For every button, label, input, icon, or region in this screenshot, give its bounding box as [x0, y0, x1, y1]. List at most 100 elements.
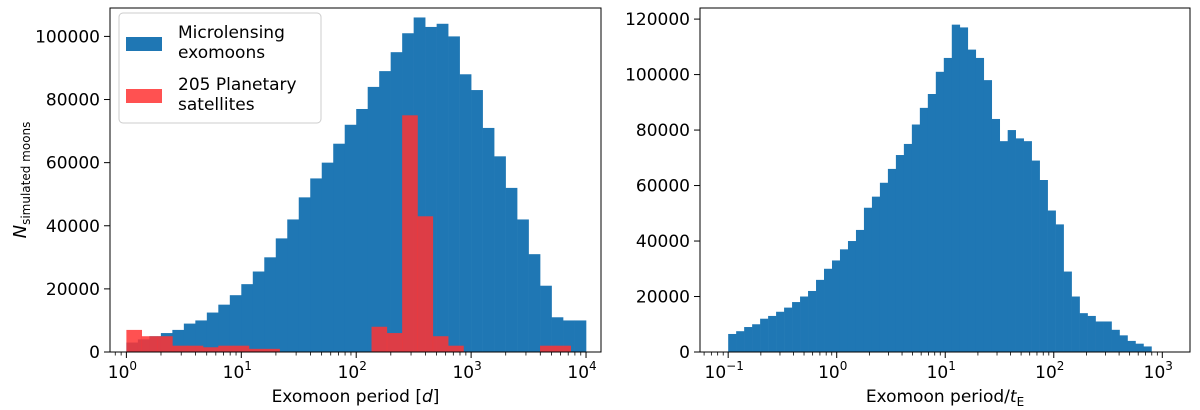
left-bar-s0-38	[563, 320, 575, 352]
right-x-axis-label-sub: E	[1017, 395, 1025, 409]
right-bar-s0-43	[1071, 296, 1080, 352]
right-bar-s0-3	[752, 324, 761, 352]
right-x-tick-label-1: 100	[818, 359, 847, 383]
right-plot-frame	[699, 7, 1191, 353]
right-bar-s0-6	[776, 311, 785, 352]
left-x-tick-label-3: 103	[452, 359, 481, 383]
right-bar-s0-29	[959, 27, 969, 352]
left-x-tick-label-0: 100	[108, 359, 137, 383]
right-bar-s0-40	[1047, 210, 1056, 352]
right-bar-s0-50	[1127, 340, 1136, 352]
left-bar-s0-28	[448, 36, 460, 353]
right-bar-s0-17	[863, 207, 873, 352]
left-bar-s1-0	[126, 329, 143, 352]
right-bar-s0-1	[736, 331, 745, 352]
left-bar-s0-6	[195, 320, 208, 352]
left-bar-s0-20	[356, 108, 368, 353]
right-bar-s0-20	[887, 168, 897, 352]
right-bar-s0-24	[919, 107, 929, 353]
right-bar-s0-23	[911, 124, 921, 353]
right-y-tick-label-4: 80000	[636, 121, 690, 141]
right-bar-s0-26	[935, 71, 945, 352]
left-bar-s0-12	[264, 257, 277, 352]
left-bar-s0-18	[333, 143, 346, 352]
left-y-tick-label-2: 40000	[46, 217, 100, 237]
right-y-tick-label-1: 20000	[636, 288, 690, 308]
left-bar-s0-34	[517, 219, 529, 352]
right-bar-s0-19	[879, 182, 889, 352]
right-bar-s0-47	[1103, 321, 1112, 352]
right-bar-s0-16	[855, 229, 865, 352]
left-bar-s0-4	[172, 329, 185, 352]
left-bar-s0-39	[574, 320, 587, 352]
left-bar-s1-7	[233, 345, 250, 352]
left-bar-s0-23	[390, 52, 403, 353]
left-bar-s1-17	[386, 333, 403, 352]
left-x-axis-label-close: ]	[433, 387, 440, 407]
right-histogram-panel: 10−1 100 101 102 103 0 20000 40000 60000 80000 100…	[625, 7, 1191, 409]
left-y-tick-label-5: 100000	[35, 27, 100, 47]
left-bar-s0-33	[505, 187, 518, 352]
legend-label-planetary: 205 Planetary satellites	[178, 75, 297, 115]
right-bar-s0-32	[983, 80, 993, 352]
right-x-tick-label-2: 101	[927, 359, 956, 383]
right-x-tick-label-3: 102	[1035, 359, 1064, 383]
left-y-tick-label-0: 0	[89, 343, 100, 363]
left-bar-s0-32	[494, 156, 506, 352]
left-x-tick-label-4: 104	[567, 359, 596, 383]
right-bar-s0-46	[1095, 321, 1104, 352]
right-y-tick-label-2: 40000	[636, 232, 690, 252]
right-bar-s0-49	[1119, 335, 1128, 352]
left-y-axis-label-sub: simulated moons	[19, 122, 33, 225]
left-bar-s1-20	[432, 336, 449, 352]
right-y-tick-label-0: 0	[679, 343, 690, 363]
left-bar-s1-21	[448, 345, 464, 352]
left-bar-s1-19	[417, 216, 434, 352]
right-bars	[728, 24, 1152, 353]
left-bar-s1-9	[264, 348, 280, 352]
left-ticks: 100 101 102 103 104 0 20000 40000 60000 80000 1000…	[35, 27, 597, 383]
left-bar-s0-37	[551, 317, 564, 352]
left-bar-s0-29	[459, 74, 472, 352]
right-bar-s0-37	[1023, 141, 1032, 352]
right-bar-s0-31	[975, 57, 985, 352]
left-bar-s0-10	[241, 284, 254, 352]
right-x-axis-label-var: t	[1010, 387, 1018, 407]
left-y-tick-label-4: 80000	[46, 91, 100, 111]
left-bars	[126, 17, 587, 353]
right-bar-s0-52	[1143, 346, 1152, 352]
right-x-tick-label-0: 10−1	[705, 359, 744, 383]
left-y-axis-label-main: N	[10, 225, 31, 238]
left-plot-frame	[109, 7, 602, 353]
left-bar-s1-27	[540, 345, 556, 352]
left-bar-s0-16	[310, 178, 323, 352]
left-y-tick-label-1: 20000	[46, 280, 100, 300]
left-bar-s1-6	[218, 345, 234, 352]
right-bar-s0-13	[832, 260, 841, 352]
left-bar-s0-31	[482, 127, 495, 353]
left-bar-s0-26	[425, 26, 437, 352]
left-bar-s1-5	[203, 347, 219, 352]
left-bar-s1-3	[172, 345, 188, 352]
left-bar-s0-8	[218, 304, 231, 352]
left-bar-s1-8	[248, 348, 265, 352]
left-bar-s0-5	[183, 323, 196, 352]
right-bar-s0-30	[967, 49, 977, 353]
right-bar-s0-42	[1063, 271, 1072, 352]
right-bar-s0-38	[1031, 160, 1040, 352]
left-x-axis-label-text: Exomoon period [	[272, 387, 422, 407]
right-ticks: 10−1 100 101 102 103 0 20000 40000 60000 80000 100…	[625, 10, 1173, 383]
right-x-tick-label-4: 103	[1144, 359, 1173, 383]
left-bar-s0-25	[413, 17, 426, 352]
right-bar-s0-44	[1079, 313, 1088, 352]
legend: Microlensing exomoons 205 Planetary satell…	[118, 12, 322, 124]
right-bar-s0-7	[784, 307, 793, 352]
right-bar-s0-39	[1039, 180, 1048, 352]
right-bar-s0-35	[1007, 130, 1016, 352]
right-bar-s0-18	[871, 196, 881, 352]
left-bar-s0-7	[206, 312, 219, 352]
left-bar-s0-17	[321, 162, 334, 352]
left-bar-s0-14	[287, 219, 300, 352]
right-bar-s0-28	[951, 24, 961, 353]
